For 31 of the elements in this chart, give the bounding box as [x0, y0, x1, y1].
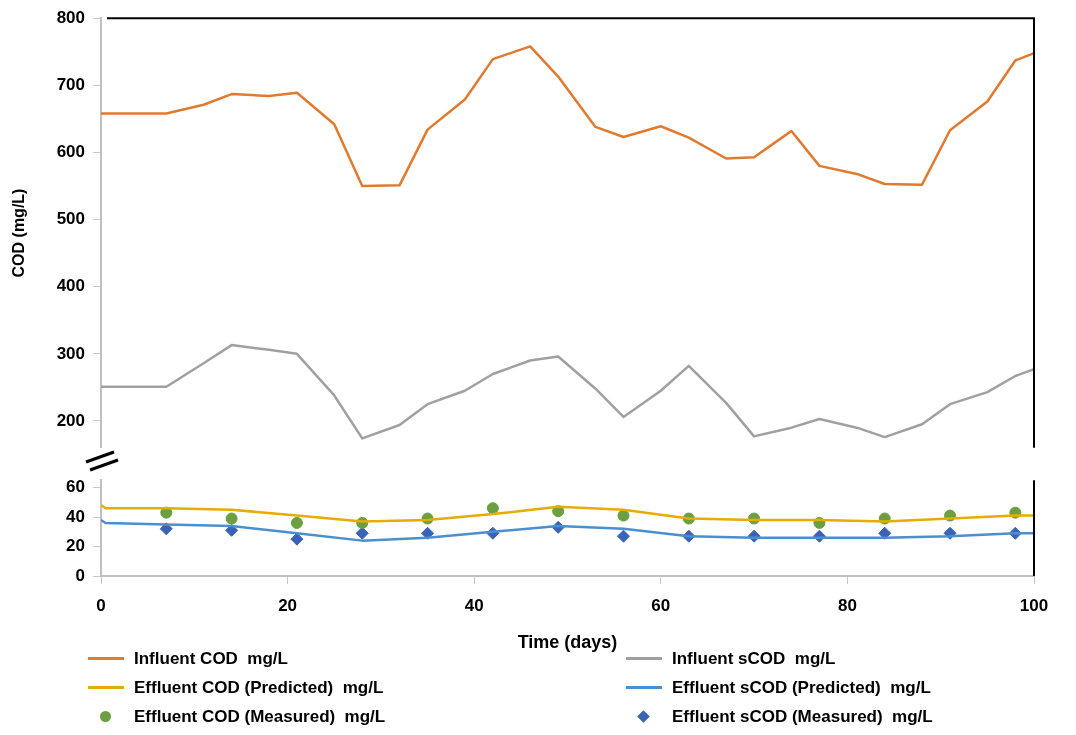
x-tick-label: 0 [96, 595, 106, 615]
point [617, 509, 630, 522]
point [355, 526, 369, 540]
x-tick-label: 40 [464, 595, 484, 615]
y-tick-label: 0 [75, 565, 85, 585]
y-axis-title: COD (mg/L) [10, 188, 28, 278]
y-tick-label: 800 [56, 7, 85, 27]
point [616, 529, 630, 543]
legend-label: Influent sCOD mg/L [672, 648, 836, 669]
y-tick-label: 200 [56, 410, 85, 430]
x-tick-label: 60 [651, 595, 671, 615]
x-axis-title: Time (days) [517, 632, 618, 653]
x-tick-label: 100 [1019, 595, 1049, 615]
y-tick-label: 40 [66, 506, 85, 526]
legend-label: Effluent sCOD (Predicted) mg/L [672, 677, 931, 698]
point [290, 532, 304, 546]
y-tick-label: 600 [56, 142, 85, 162]
y-tick-label: 20 [66, 536, 85, 556]
y-tick-label: 700 [56, 75, 85, 95]
x-tick-label: 80 [837, 595, 857, 615]
x-tick-label: 20 [278, 595, 298, 615]
y-tick-label: 300 [56, 343, 85, 363]
y-tick-label: 500 [56, 209, 85, 229]
y-tick-label: 400 [56, 276, 85, 296]
y-tick-label: 60 [66, 477, 85, 497]
legend-label: Effluent COD (Predicted) mg/L [134, 677, 384, 698]
point [290, 516, 303, 529]
point [225, 512, 238, 525]
legend-label: Effluent COD (Measured) mg/L [134, 706, 386, 727]
legend-label: Effluent sCOD (Measured) mg/L [672, 706, 933, 727]
legend-label: Influent COD mg/L [134, 648, 288, 669]
